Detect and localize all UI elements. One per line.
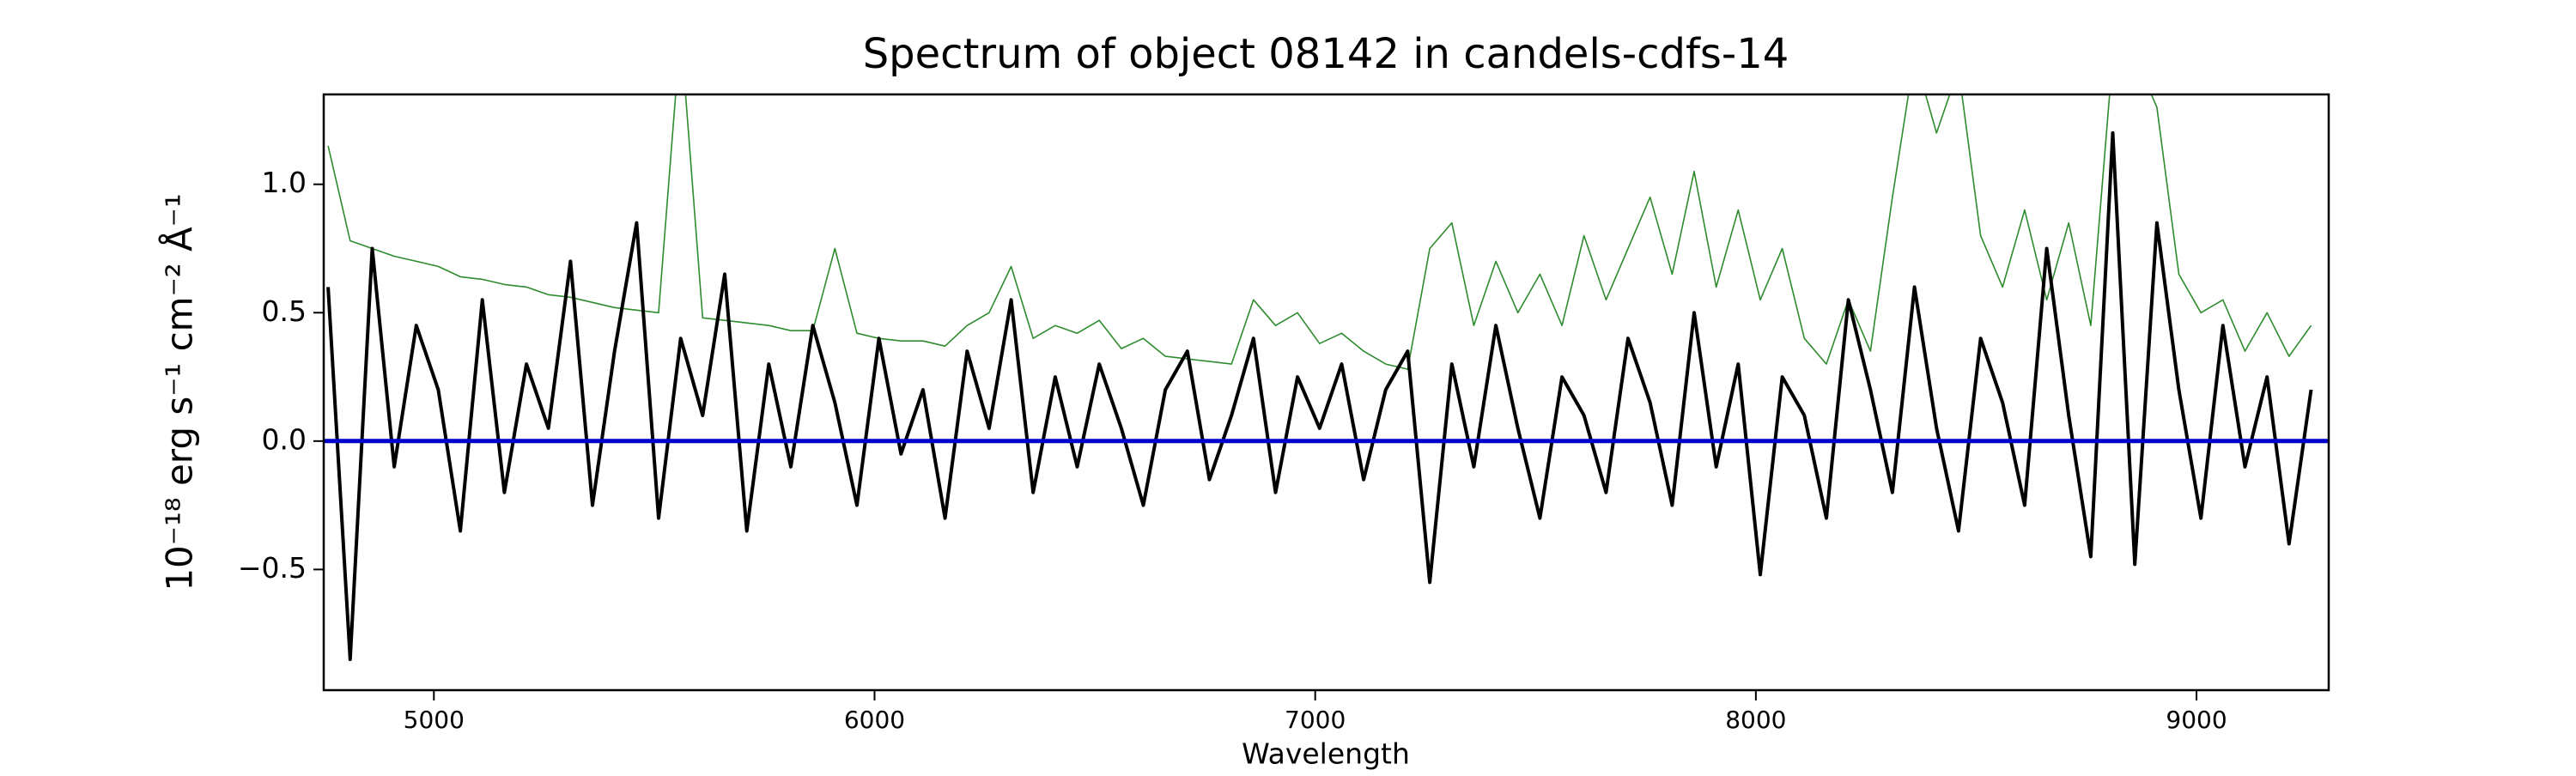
x-tick-label: 5000	[404, 706, 465, 734]
x-axis-label: Wavelength	[1242, 737, 1410, 771]
y-axis-label: 10⁻¹⁸ erg s⁻¹ cm⁻² Å⁻¹	[158, 193, 201, 591]
y-tick-label: −0.5	[238, 551, 307, 585]
plot-frame	[322, 93, 2330, 692]
plot-area	[324, 94, 2329, 662]
x-tick-label: 9000	[2166, 706, 2227, 734]
x-tick-label: 7000	[1285, 706, 1346, 734]
spectrum-line	[326, 130, 2313, 662]
x-tick-label: 8000	[1725, 706, 1786, 734]
chart-title: Spectrum of object 08142 in candels-cdfs…	[863, 30, 1789, 78]
spectrum-line	[327, 94, 2312, 370]
y-tick-label: 0.0	[262, 422, 307, 456]
y-tick-label: 0.5	[262, 294, 307, 328]
x-tick-label: 6000	[844, 706, 905, 734]
y-tick-label: 1.0	[262, 166, 307, 199]
